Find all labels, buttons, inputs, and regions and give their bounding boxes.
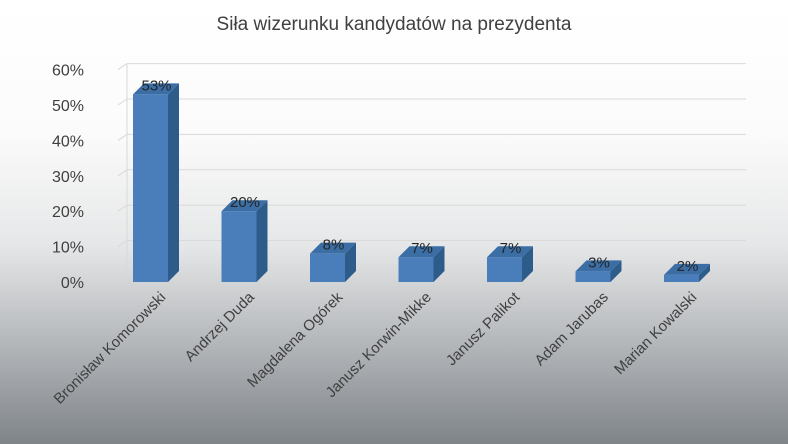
y-tick-label: 40% <box>52 133 84 150</box>
bar-top <box>221 200 268 212</box>
y-tick-label: 0% <box>61 275 84 292</box>
bar-top <box>487 246 533 258</box>
category-label: Bronisław Komorowski <box>51 289 170 408</box>
bar-side <box>345 242 356 282</box>
bar-top <box>664 263 710 275</box>
bar <box>310 253 345 282</box>
gridline-connector <box>117 275 128 283</box>
bar-top <box>133 83 179 95</box>
y-tick-label: 30% <box>52 169 84 186</box>
bar <box>664 274 699 282</box>
gridline-connector <box>117 169 128 177</box>
y-tick-label: 20% <box>52 204 84 221</box>
gridline-connector <box>117 204 128 212</box>
bar-side <box>699 263 710 282</box>
bar <box>487 257 522 282</box>
bar-side <box>522 246 533 282</box>
data-label: 3% <box>588 254 610 271</box>
gridline-connector <box>117 240 128 248</box>
category-label: Marian Kowalski <box>611 289 700 378</box>
bar-top <box>310 242 356 254</box>
bar <box>221 211 257 282</box>
gridline-connector <box>117 98 128 106</box>
y-axis-ticks: 0% 10% 20% 30% 40% 50% 60% <box>52 63 84 292</box>
chart-title: Siła wizerunku kandydatów na prezydenta <box>216 14 572 35</box>
bar <box>133 94 168 282</box>
bar-side <box>610 260 622 282</box>
data-label: 8% <box>323 237 345 254</box>
bar-side <box>256 200 268 282</box>
bars <box>133 83 710 282</box>
data-label: 7% <box>411 240 433 257</box>
y-tick-label: 60% <box>52 63 84 80</box>
y-tick-label: 50% <box>52 98 84 115</box>
bar <box>398 257 434 282</box>
category-label: Adam Jarubas <box>531 289 611 369</box>
data-label: 7% <box>500 240 522 257</box>
data-label: 53% <box>141 77 171 94</box>
y-tick-label: 10% <box>52 240 84 257</box>
bar <box>575 271 611 282</box>
data-labels: 53% 20% 8% 7% 7% 3% 2% <box>141 77 698 275</box>
bar-top <box>398 246 445 258</box>
data-label: 2% <box>677 258 699 275</box>
data-label: 20% <box>230 194 260 211</box>
category-label: Andrzej Duda <box>182 288 259 365</box>
gridline-connector <box>117 63 128 71</box>
category-labels: Bronisław Komorowski Andrzej DudaMagdalen… <box>51 288 701 407</box>
category-label: Magdalena Ogórek <box>244 288 347 391</box>
bar-side <box>168 83 179 282</box>
category-label: Janusz Palikot <box>443 288 524 369</box>
bar-top <box>575 260 622 272</box>
gridline-connector <box>117 133 128 141</box>
bar-side <box>433 246 445 282</box>
